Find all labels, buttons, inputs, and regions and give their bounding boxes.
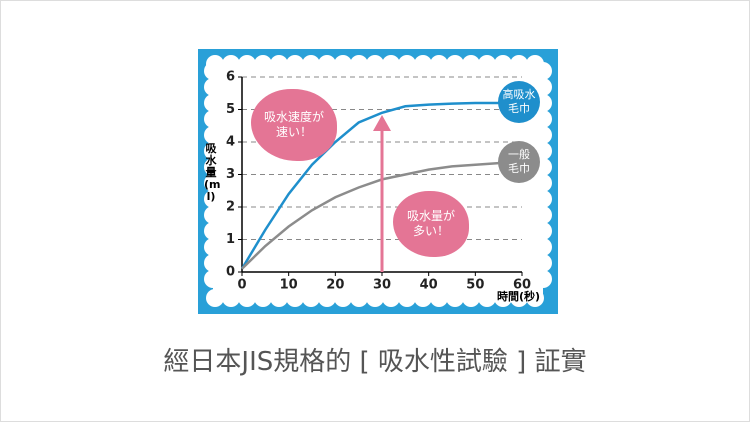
cloud-puff bbox=[254, 55, 272, 73]
cloud-puff bbox=[270, 289, 288, 307]
legend-label: 高吸水毛巾 bbox=[502, 88, 536, 115]
cloud-puff bbox=[494, 55, 512, 73]
cloud-puff bbox=[534, 62, 552, 80]
x-tick-label: 40 bbox=[420, 278, 438, 293]
cloud-puff bbox=[302, 55, 320, 73]
cloud-puff bbox=[204, 142, 222, 160]
cloud-puff bbox=[204, 94, 222, 112]
series-line bbox=[241, 161, 499, 270]
cloud-puff bbox=[270, 55, 288, 73]
x-tick-label: 30 bbox=[373, 278, 391, 293]
cloud-puff bbox=[222, 289, 240, 307]
cloud-puff bbox=[510, 289, 528, 307]
cloud-puff bbox=[534, 222, 552, 240]
cloud-puff bbox=[478, 289, 496, 307]
annotation: 吸水速度が速い！ bbox=[264, 110, 325, 139]
cloud-puff bbox=[204, 78, 222, 96]
cloud-puff bbox=[334, 289, 352, 307]
arrow-head bbox=[373, 115, 391, 131]
annotation: 吸水量が多い！ bbox=[407, 209, 456, 238]
cloud-puff bbox=[446, 289, 464, 307]
cloud-puff bbox=[398, 55, 416, 73]
cloud-puff bbox=[204, 158, 222, 176]
cloud-puff bbox=[534, 270, 552, 288]
cloud-puff bbox=[204, 222, 222, 240]
cloud-puff bbox=[534, 254, 552, 272]
x-tick-label: 0 bbox=[237, 278, 246, 293]
cloud-puff bbox=[534, 126, 552, 144]
y-tick-label: 0 bbox=[226, 265, 235, 280]
cloud-puff bbox=[204, 126, 222, 144]
x-tick-label: 10 bbox=[280, 278, 298, 293]
legend-entry: 一般毛巾 bbox=[498, 141, 540, 183]
caption: 經日本JIS規格的 [ 吸水性試驗 ] 証實 bbox=[163, 347, 587, 377]
cloud-puff bbox=[494, 289, 512, 307]
x-axis-label: 時間(秒) bbox=[497, 290, 541, 303]
y-tick-label: 2 bbox=[226, 200, 235, 215]
cloud-puff bbox=[222, 55, 240, 73]
cloud-puff bbox=[204, 174, 222, 192]
y-axis-label: 吸水量(ml) bbox=[204, 142, 221, 204]
cloud-puff bbox=[382, 289, 400, 307]
cloud-puff bbox=[510, 55, 528, 73]
cloud-puff bbox=[318, 289, 336, 307]
y-tick-label: 6 bbox=[226, 70, 235, 85]
annotation-bubble: 吸水速度が速い！ bbox=[251, 89, 337, 161]
x-tick-label: 50 bbox=[466, 278, 484, 293]
x-tick-label: 60 bbox=[513, 278, 531, 293]
cloud-puff bbox=[334, 55, 352, 73]
cloud-puff bbox=[534, 110, 552, 128]
cloud-puff bbox=[366, 55, 384, 73]
cloud-puff bbox=[478, 55, 496, 73]
cloud-puff bbox=[430, 55, 448, 73]
cloud-puff bbox=[204, 270, 222, 288]
cloud-puff bbox=[318, 55, 336, 73]
cloud-puff bbox=[382, 55, 400, 73]
cloud-puff bbox=[204, 110, 222, 128]
cloud-puff bbox=[238, 289, 256, 307]
cloud-puff bbox=[204, 206, 222, 224]
cloud-puff bbox=[204, 190, 222, 208]
cloud-puff bbox=[414, 289, 432, 307]
cloud-puff bbox=[534, 238, 552, 256]
cloud-puff bbox=[350, 55, 368, 73]
series-line bbox=[240, 101, 499, 270]
x-tick-label: 20 bbox=[326, 278, 344, 293]
cloud-puff bbox=[204, 238, 222, 256]
cloud-puff bbox=[204, 62, 222, 80]
legend-label: 一般毛巾 bbox=[508, 148, 530, 175]
y-tick-label: 5 bbox=[226, 102, 235, 117]
cloud-puff bbox=[430, 289, 448, 307]
cloud-puff bbox=[350, 289, 368, 307]
cloud-puff bbox=[366, 289, 384, 307]
annotation-bubble: 吸水量が多い！ bbox=[393, 191, 469, 257]
cloud-puff bbox=[414, 55, 432, 73]
legend-entry: 高吸水毛巾 bbox=[498, 81, 540, 123]
y-tick-label: 1 bbox=[226, 232, 235, 247]
cloud-puff bbox=[286, 55, 304, 73]
cloud-puff bbox=[526, 289, 544, 307]
cloud-puff bbox=[534, 190, 552, 208]
cloud-puff bbox=[462, 55, 480, 73]
cloud-puff bbox=[462, 289, 480, 307]
cloud-puff bbox=[398, 289, 416, 307]
cloud-puff bbox=[204, 254, 222, 272]
cloud-puff bbox=[534, 206, 552, 224]
cloud-puff bbox=[302, 289, 320, 307]
y-tick-label: 4 bbox=[226, 135, 235, 150]
cloud-puff bbox=[534, 174, 552, 192]
cloud-puff bbox=[534, 78, 552, 96]
cloud-puff bbox=[206, 289, 224, 307]
cloud-puff bbox=[254, 289, 272, 307]
cloud-puff bbox=[446, 55, 464, 73]
y-tick-label: 3 bbox=[226, 167, 235, 182]
cloud-puff bbox=[238, 55, 256, 73]
cloud-puff bbox=[286, 289, 304, 307]
